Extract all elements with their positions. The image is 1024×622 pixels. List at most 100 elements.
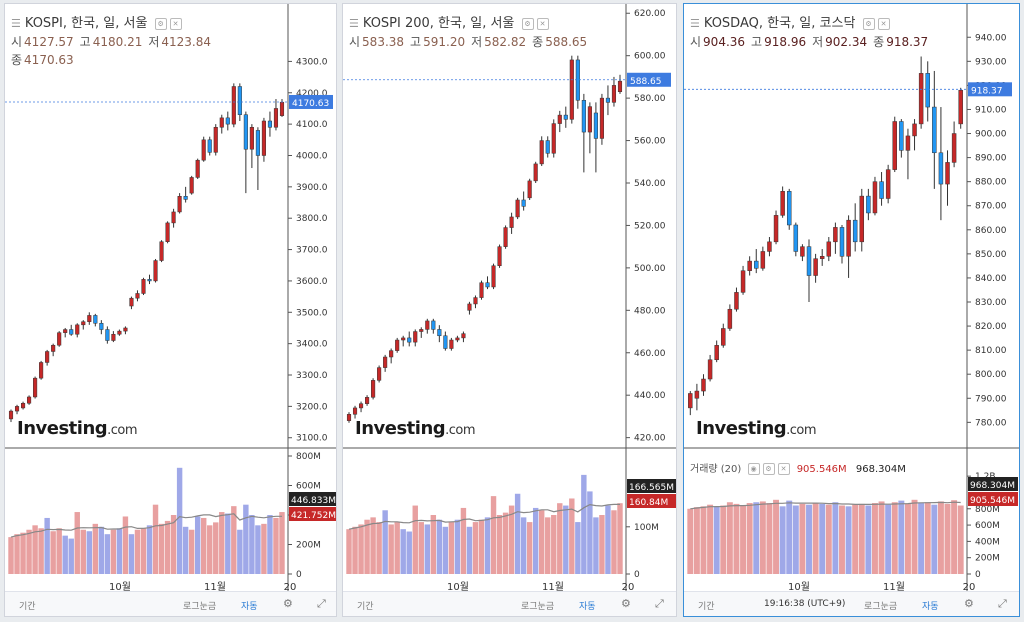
volume-ma-line xyxy=(348,503,620,530)
candle xyxy=(93,315,98,324)
price-tick-label: 580.00 xyxy=(634,94,666,104)
log-scale-button[interactable]: 로그눈금 xyxy=(864,602,898,612)
volume-bar xyxy=(720,505,727,574)
close-icon[interactable]: ✕ xyxy=(169,17,182,30)
volume-bar xyxy=(918,503,925,574)
price-tick-label: 3200.0 xyxy=(296,402,328,412)
price-tick-label: 3800.0 xyxy=(296,214,328,224)
volume-bar xyxy=(261,523,267,574)
candle xyxy=(237,86,242,115)
period-button[interactable]: 기간 xyxy=(19,602,36,612)
volume-tick-label: 800M xyxy=(975,505,1000,515)
settings-icon[interactable]: ⚙ xyxy=(621,597,631,610)
fullscreen-icon[interactable]: ⤢ xyxy=(655,597,664,610)
volume-bar xyxy=(104,534,111,574)
period-button[interactable]: 기간 xyxy=(357,602,374,612)
volume-bar xyxy=(551,515,557,574)
price-tick-label: 900.00 xyxy=(975,130,1007,140)
volume-legend: 거래량 (20) ◉ ⚙ ✕ 905.546M 968.304M xyxy=(690,463,906,475)
collapse-icon[interactable]: ☰ xyxy=(349,17,359,30)
candle xyxy=(701,378,706,392)
settings-icon[interactable]: ⚙ xyxy=(762,463,775,475)
volume-bar xyxy=(957,505,964,574)
fullscreen-icon[interactable]: ⤢ xyxy=(317,597,326,610)
chart-svg[interactable]: 780.00 790.00 800.00 810.00 820.00 830.00 840.… xyxy=(684,4,1020,596)
volume-bar xyxy=(740,505,747,574)
price-tick-label: 4300.0 xyxy=(296,57,328,67)
settings-icon[interactable]: ⚙ xyxy=(283,597,293,610)
volume-bar xyxy=(140,528,147,574)
volume-bar xyxy=(545,517,551,574)
price-tick-label: 840.00 xyxy=(975,274,1007,284)
volume-bar xyxy=(753,502,760,574)
volume-bar xyxy=(279,512,285,574)
collapse-icon[interactable]: ☰ xyxy=(11,17,21,30)
candle xyxy=(395,339,400,351)
close-icon[interactable]: ✕ xyxy=(877,17,890,30)
price-tick-label: 420.00 xyxy=(634,434,666,444)
log-scale-button[interactable]: 로그눈금 xyxy=(521,602,555,612)
candle xyxy=(721,328,726,346)
candle xyxy=(261,120,266,156)
period-button[interactable]: 기간 xyxy=(698,602,715,612)
chart-panel-kospi[interactable]: 3100.0 3200.0 3300.0 3400.0 3500.0 3600.0 3700… xyxy=(4,3,337,617)
close-icon[interactable]: ✕ xyxy=(536,17,549,30)
settings-icon[interactable]: ⚙ xyxy=(521,17,534,30)
settings-icon[interactable]: ⚙ xyxy=(964,597,974,610)
auto-scale-button[interactable]: 자동 xyxy=(579,602,596,612)
last-price-badge xyxy=(627,72,671,87)
volume-bar xyxy=(406,531,412,574)
volume-tick-label: 100M xyxy=(634,523,659,533)
eye-icon[interactable]: ◉ xyxy=(747,463,760,475)
volume-bar xyxy=(418,522,424,574)
log-scale-button[interactable]: 로그눈금 xyxy=(183,602,217,612)
price-tick-label: 4200.0 xyxy=(296,89,328,99)
fullscreen-icon[interactable]: ⤢ xyxy=(998,597,1007,610)
chart-title: ☰ KOSPI, 한국, 일, 서울 ⚙ ✕ xyxy=(11,12,182,31)
settings-icon[interactable]: ⚙ xyxy=(862,17,875,30)
volume-badge-label: 160.84M xyxy=(629,498,668,508)
volume-badge xyxy=(968,492,1018,506)
volume-bar xyxy=(687,508,694,574)
collapse-icon[interactable]: ☰ xyxy=(690,17,700,30)
volume-bar xyxy=(164,520,171,574)
price-tick-label: 3900.0 xyxy=(296,183,328,193)
price-tick-label: 830.00 xyxy=(975,298,1007,308)
candle xyxy=(551,123,556,154)
volume-bar xyxy=(773,499,780,574)
volume-bar xyxy=(74,512,80,574)
volume-bar xyxy=(839,505,845,574)
candle xyxy=(165,222,170,242)
candle xyxy=(231,86,236,125)
volume-badge xyxy=(968,477,1018,491)
chart-panel-kosdaq[interactable]: 780.00 790.00 800.00 810.00 820.00 830.00 840.… xyxy=(683,3,1020,617)
volume-bar xyxy=(170,515,177,574)
ohlc-legend: 시 4127.57 고 4180.21 저 4123.84 종 4170.63 xyxy=(11,35,212,67)
price-tick-label: 500.00 xyxy=(634,264,666,274)
volume-bar xyxy=(557,503,563,574)
volume-bar xyxy=(924,502,931,574)
close-icon[interactable]: ✕ xyxy=(777,463,790,475)
price-tick-label: 3400.0 xyxy=(296,340,328,350)
auto-scale-button[interactable]: 자동 xyxy=(922,602,939,612)
x-tick-label: 20 xyxy=(622,582,635,593)
volume-bar xyxy=(128,534,135,574)
candle xyxy=(135,293,140,299)
volume-bar xyxy=(182,526,189,574)
investing-logo: Investing.com xyxy=(355,418,476,439)
candle xyxy=(449,339,454,349)
candle xyxy=(171,211,176,224)
candle xyxy=(747,260,752,271)
volume-bar xyxy=(726,502,733,574)
candle xyxy=(358,403,364,409)
auto-scale-button[interactable]: 자동 xyxy=(241,602,258,612)
candle xyxy=(515,199,520,218)
price-tick-label: 3700.0 xyxy=(296,246,328,256)
volume-bar xyxy=(98,526,105,574)
chart-panel-kospi200[interactable]: 420.00 440.00 460.00 480.00 500.00 520.00 540.… xyxy=(342,3,677,617)
chart-svg[interactable]: 3100.0 3200.0 3300.0 3400.0 3500.0 3600.0 3700… xyxy=(5,4,337,596)
volume-bar xyxy=(382,510,388,574)
settings-icon[interactable]: ⚙ xyxy=(154,17,167,30)
volume-bar xyxy=(885,504,892,574)
chart-svg[interactable]: 420.00 440.00 460.00 480.00 500.00 520.00 540.… xyxy=(343,4,677,596)
